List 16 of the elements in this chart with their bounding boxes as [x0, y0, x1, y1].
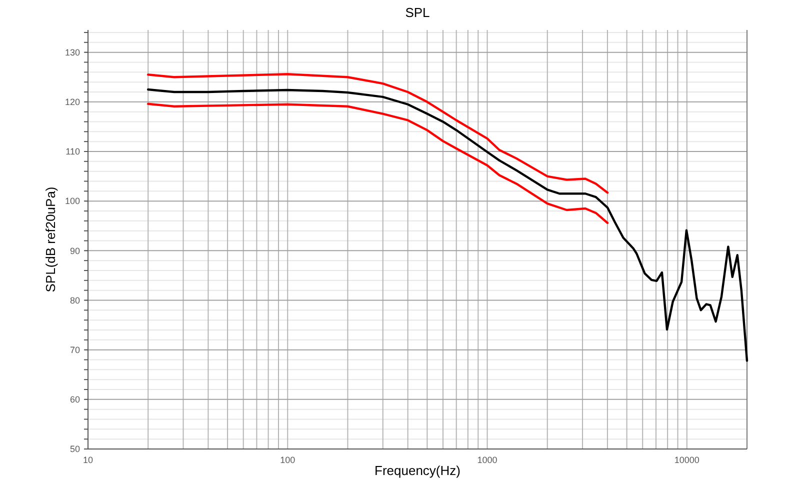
y-tick-label: 100 — [64, 196, 80, 206]
x-tick-label: 100 — [280, 455, 296, 465]
x-tick-label: 10 — [82, 455, 94, 465]
y-tick-label: 120 — [64, 97, 80, 108]
y-axis-title: SPL(dB ref20uPa) — [43, 186, 58, 292]
y-tick-label: 70 — [70, 344, 80, 355]
y-tick-label: 80 — [70, 295, 80, 306]
x-axis-title: Frequency(Hz) — [374, 463, 460, 478]
y-tick-label: 60 — [70, 394, 80, 405]
y-tick-label: 110 — [66, 146, 80, 157]
chart-title: SPL — [405, 5, 430, 20]
y-tick-label: 90 — [70, 246, 80, 256]
x-tick-label: 10000 — [674, 455, 700, 465]
y-tick-label: 130 — [64, 47, 80, 58]
x-tick-label: 1000 — [477, 455, 498, 465]
y-tick-label: 50 — [70, 444, 80, 454]
